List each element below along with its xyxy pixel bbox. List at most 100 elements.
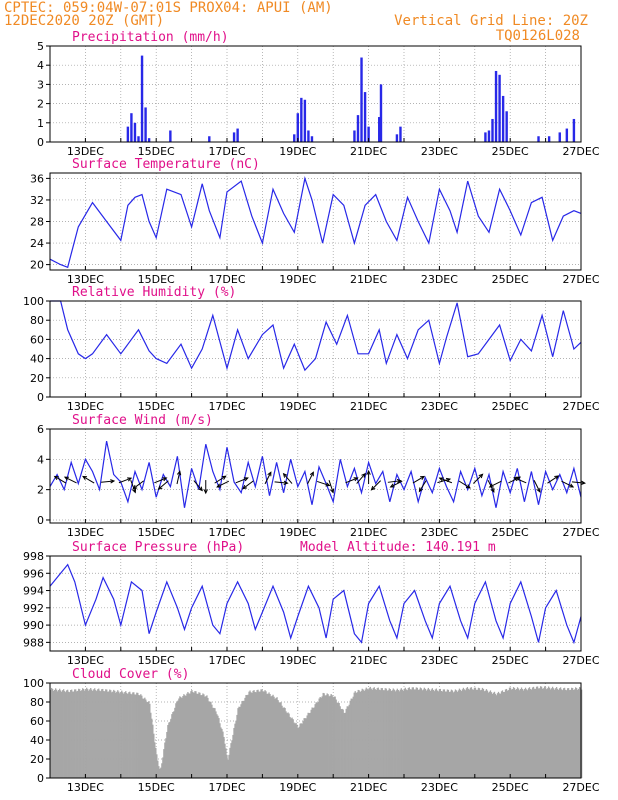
cloud-cover-bar [77, 690, 79, 778]
cloud-cover-bar [321, 696, 323, 778]
cloud-cover-bar [574, 687, 577, 778]
cloud-cover-bar [385, 688, 387, 778]
cloud-cover-bar [118, 691, 120, 778]
cloud-cover-bar [130, 693, 132, 778]
wind-xtick-label: 27DEC [562, 526, 599, 539]
cloud-cover-bar [356, 692, 358, 778]
cloud-cover-bar [52, 688, 54, 778]
cloud-cover-bar [405, 689, 407, 778]
wind-vector-head [63, 476, 69, 481]
cloud-cover-bar [228, 754, 230, 778]
cloud-cover-bar [488, 691, 491, 778]
temperature-xtick-label: 21DEC [350, 273, 387, 286]
cloud-cover-bar [347, 706, 349, 778]
cloud-cover-bar [540, 686, 543, 778]
cloud-cover-bar [268, 692, 270, 778]
precipitation-bar [558, 132, 561, 142]
cloud-cover-xtick-label: 19DEC [279, 781, 316, 794]
cloud-cover-bar [417, 689, 419, 778]
cloud-cover-bar [536, 686, 539, 778]
cloud-cover-bar [559, 687, 562, 778]
cloud-cover-bar [372, 688, 374, 778]
cloud-cover-xtick-label: 21DEC [350, 781, 387, 794]
cloud-cover-bar [550, 688, 553, 778]
cloud-cover-bar [293, 722, 295, 778]
cloud-cover-bar [411, 687, 413, 778]
cloud-cover-bar [530, 689, 533, 778]
cloud-cover-bar [300, 723, 302, 778]
cloud-cover-bar [149, 703, 151, 778]
cloud-cover-bar [256, 690, 258, 778]
humidity-frame [49, 300, 582, 398]
precipitation-bar [126, 126, 130, 142]
cloud-cover-bar [398, 691, 400, 778]
cloud-cover-bar [449, 691, 452, 778]
cloud-cover-bar [234, 723, 236, 778]
wind-vector [242, 480, 254, 490]
pressure-xtick-label: 25DEC [492, 654, 529, 667]
wind-vector [101, 480, 115, 483]
cloud-cover-bar [361, 688, 363, 778]
cloud-cover-bar [442, 689, 445, 778]
cloud-cover-bar [238, 706, 240, 778]
cloud-cover-bar [76, 691, 78, 778]
cloud-cover-bar [467, 688, 470, 778]
wind-vector-head [536, 487, 541, 493]
cloud-cover-bar [331, 695, 333, 778]
cloud-cover-bar [470, 687, 473, 778]
cloud-cover-bar [114, 690, 116, 778]
cloud-cover-bar [180, 697, 182, 778]
cloud-cover-bar [65, 692, 67, 778]
cloud-cover-bar [446, 689, 449, 778]
wind-vector-head [283, 480, 289, 486]
cloud-cover-bar [59, 688, 61, 778]
cloud-cover-ytick-label: 0 [37, 772, 44, 785]
cloud-cover-bar [179, 696, 181, 778]
cloud-cover-ytick-label: 40 [30, 734, 44, 747]
precipitation-bar [379, 84, 383, 142]
cloud-cover-bar [362, 689, 364, 778]
cloud-cover-bar [571, 688, 574, 778]
cloud-cover-bar [427, 687, 430, 778]
cloud-cover-bar [386, 690, 388, 778]
precipitation-bar [494, 70, 498, 142]
cloud-cover-bar [389, 689, 391, 778]
cloud-cover-bar [450, 689, 453, 778]
precipitation-bar [363, 92, 367, 142]
cloud-cover-bar [128, 692, 130, 778]
cloud-cover-bar [242, 700, 244, 778]
precipitation-bar [144, 107, 147, 142]
cloud-cover-bar [311, 707, 313, 778]
cloud-cover-bar [270, 696, 272, 778]
cloud-cover-bar [305, 718, 307, 778]
cloud-cover-bar [157, 760, 159, 778]
wind-vector-head [420, 475, 426, 481]
humidity-xtick-label: 17DEC [208, 400, 245, 413]
humidity-ytick-label: 0 [37, 391, 44, 404]
cloud-cover-bar [96, 691, 98, 778]
cloud-cover-bar [575, 688, 578, 778]
cloud-cover-bar [70, 690, 72, 778]
cloud-cover-bar [476, 689, 479, 778]
wind-vector [235, 477, 249, 484]
cloud-cover-bar [214, 708, 216, 778]
cloud-cover-bar [93, 689, 95, 778]
wind-title: Surface Wind (m/s) [72, 413, 213, 428]
wind-vector [154, 477, 167, 484]
cloud-cover-ytick-label: 80 [30, 696, 44, 709]
cloud-cover-bar [302, 721, 304, 778]
precipitation-bar [133, 122, 137, 142]
cloud-cover-bar [528, 687, 531, 778]
humidity-ytick-label: 20 [30, 372, 44, 385]
cloud-cover-bar [421, 690, 424, 778]
cloud-cover-bar [117, 690, 119, 778]
cloud-cover-bar [298, 726, 300, 778]
cloud-cover-bar [507, 690, 510, 778]
cloud-cover-bar [500, 691, 503, 778]
cloud-cover-bar [469, 687, 472, 778]
cloud-cover-bar [443, 689, 446, 778]
cloud-cover-bar [313, 707, 315, 778]
cloud-cover-bar [482, 688, 485, 778]
cloud-cover-bar [170, 718, 172, 778]
wind-vector-head [490, 487, 495, 493]
